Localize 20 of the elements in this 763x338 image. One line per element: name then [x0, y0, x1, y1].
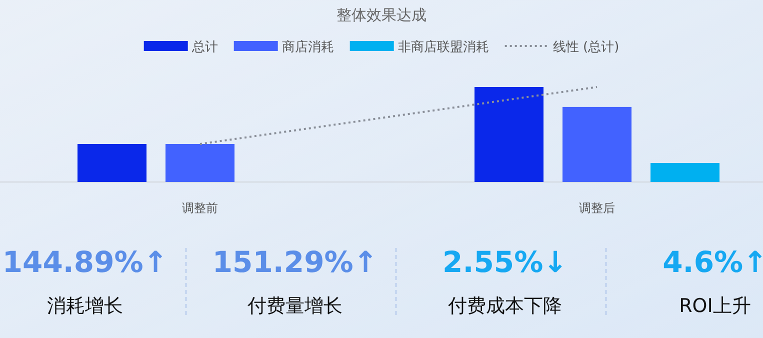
- legend-label: 线性 (总计): [552, 40, 620, 55]
- bar: [166, 144, 234, 182]
- bar: [474, 87, 544, 182]
- legend-label: 商店消耗: [282, 39, 334, 55]
- text: 4.6%↑: [662, 245, 763, 279]
- x-tick-label: 调整前: [182, 201, 218, 215]
- text: 2.55%↓: [442, 245, 568, 279]
- bar: [562, 106, 632, 182]
- text: 151.29%↑: [212, 245, 378, 279]
- legend-label: 非商店联盟消耗: [398, 39, 489, 55]
- text: 144.89%↑: [2, 245, 168, 279]
- chart-title: 整体效果达成: [336, 6, 426, 24]
- bar: [650, 163, 720, 182]
- text: ROI上升: [679, 295, 751, 317]
- bar: [78, 144, 146, 182]
- text: 付费量增长: [246, 295, 342, 317]
- text: 消耗增长: [47, 295, 123, 317]
- x-tick-label: 调整后: [579, 201, 615, 215]
- text: 付费成本下降: [447, 295, 562, 317]
- legend-label: 总计: [190, 40, 218, 55]
